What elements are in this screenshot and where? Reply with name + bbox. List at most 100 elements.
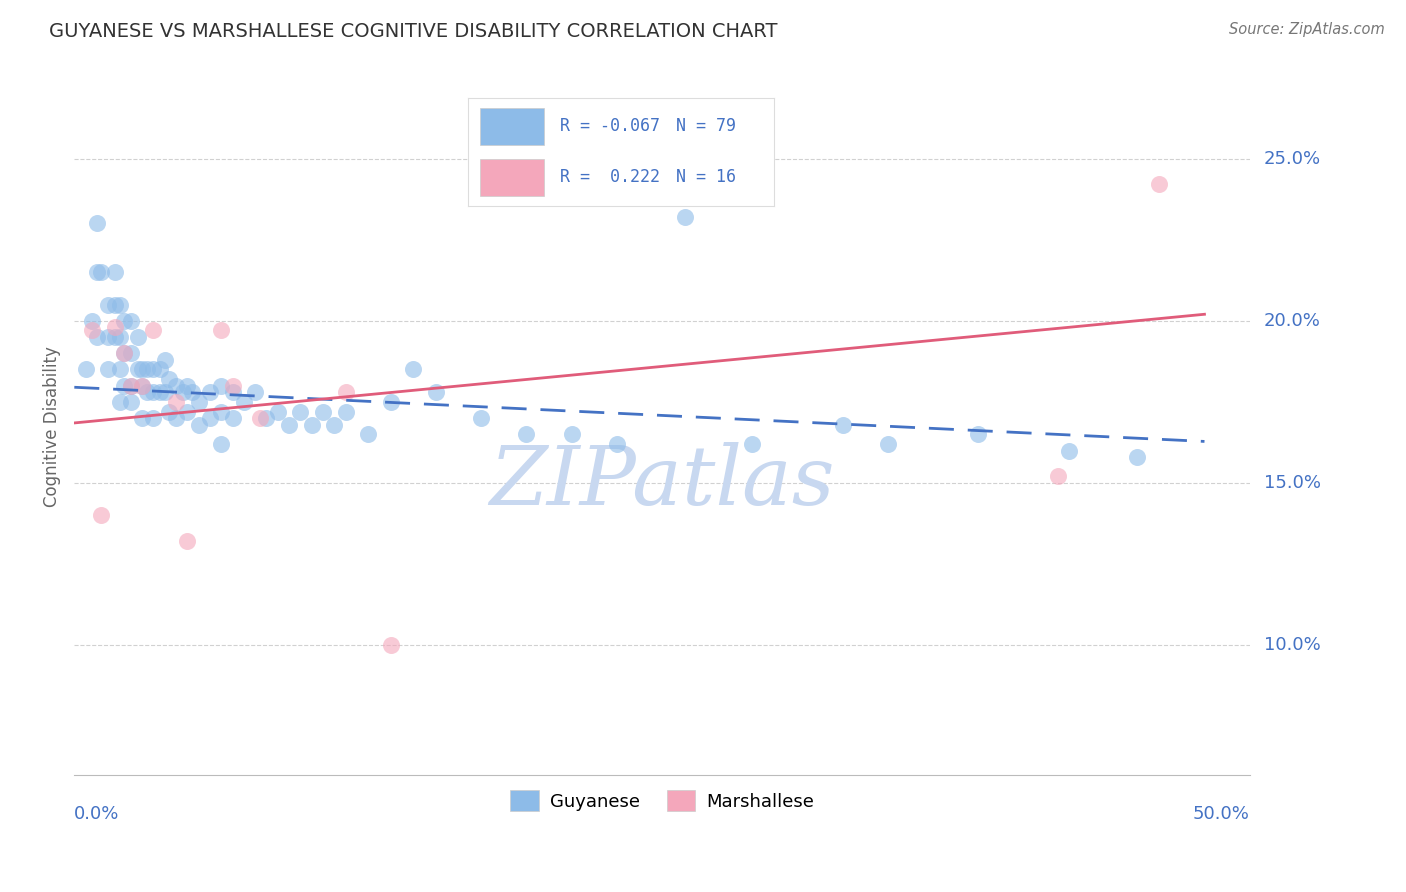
Point [131,378,153,392]
Point [108,395,131,409]
Point [606,437,628,451]
Point [1125,450,1147,464]
Point [97,330,120,344]
Point [380,638,402,652]
Point [120,314,142,328]
Point [157,404,180,418]
Point [1046,469,1069,483]
Point [335,385,357,400]
Point [112,314,135,328]
Point [187,417,209,432]
Text: ZIPatlas: ZIPatlas [489,442,835,522]
Point [97,297,120,311]
Point [267,404,290,418]
Point [90,265,112,279]
Point [187,395,209,409]
Point [142,385,165,400]
Point [165,411,187,425]
Point [112,378,135,392]
Point [198,411,221,425]
Point [249,411,271,425]
Point [209,323,232,337]
Y-axis label: Cognitive Disability: Cognitive Disability [44,346,60,507]
Point [149,362,172,376]
Point [402,362,425,376]
Text: 20.0%: 20.0% [1264,311,1320,330]
Point [278,417,301,432]
Point [104,330,127,344]
Point [142,362,165,376]
Point [209,404,232,418]
Point [82,314,104,328]
Point [142,323,165,337]
Point [157,372,180,386]
Point [108,297,131,311]
Point [104,297,127,311]
Point [86,330,108,344]
Point [131,411,153,425]
Point [561,427,583,442]
Point [131,362,153,376]
Point [290,404,312,418]
Point [243,385,266,400]
Point [301,417,323,432]
Point [1057,443,1080,458]
Text: Source: ZipAtlas.com: Source: ZipAtlas.com [1229,22,1385,37]
Point [120,395,142,409]
Point [75,362,97,376]
Point [425,385,447,400]
Point [232,395,254,409]
Legend: Guyanese, Marshallese: Guyanese, Marshallese [502,783,821,818]
Text: 10.0%: 10.0% [1264,636,1320,654]
Point [153,385,176,400]
Point [104,265,127,279]
Point [135,362,157,376]
Point [82,323,104,337]
Point [470,411,492,425]
Point [380,395,402,409]
Point [673,210,696,224]
Point [172,385,194,400]
Point [112,346,135,360]
Point [176,378,198,392]
Point [142,411,165,425]
Point [112,346,135,360]
Point [180,385,202,400]
Point [323,417,346,432]
Point [90,508,112,523]
Point [221,385,243,400]
Point [120,378,142,392]
Text: 0.0%: 0.0% [75,805,120,823]
Point [120,378,142,392]
Point [1149,178,1171,192]
Point [831,417,853,432]
Point [149,385,172,400]
Text: 15.0%: 15.0% [1264,474,1320,492]
Point [221,378,243,392]
Point [127,330,149,344]
Point [741,437,763,451]
Point [312,404,335,418]
Point [967,427,990,442]
Point [221,411,243,425]
Point [256,411,278,425]
Point [120,346,142,360]
Point [165,378,187,392]
Text: 50.0%: 50.0% [1192,805,1250,823]
Point [104,320,127,334]
Point [877,437,900,451]
Text: GUYANESE VS MARSHALLESE COGNITIVE DISABILITY CORRELATION CHART: GUYANESE VS MARSHALLESE COGNITIVE DISABI… [49,22,778,41]
Point [135,385,157,400]
Point [335,404,357,418]
Text: 25.0%: 25.0% [1264,150,1320,168]
Point [131,378,153,392]
Point [357,427,380,442]
Point [165,395,187,409]
Point [176,534,198,549]
Point [108,362,131,376]
Point [198,385,221,400]
Point [127,362,149,376]
Point [515,427,537,442]
Point [209,437,232,451]
Point [86,216,108,230]
